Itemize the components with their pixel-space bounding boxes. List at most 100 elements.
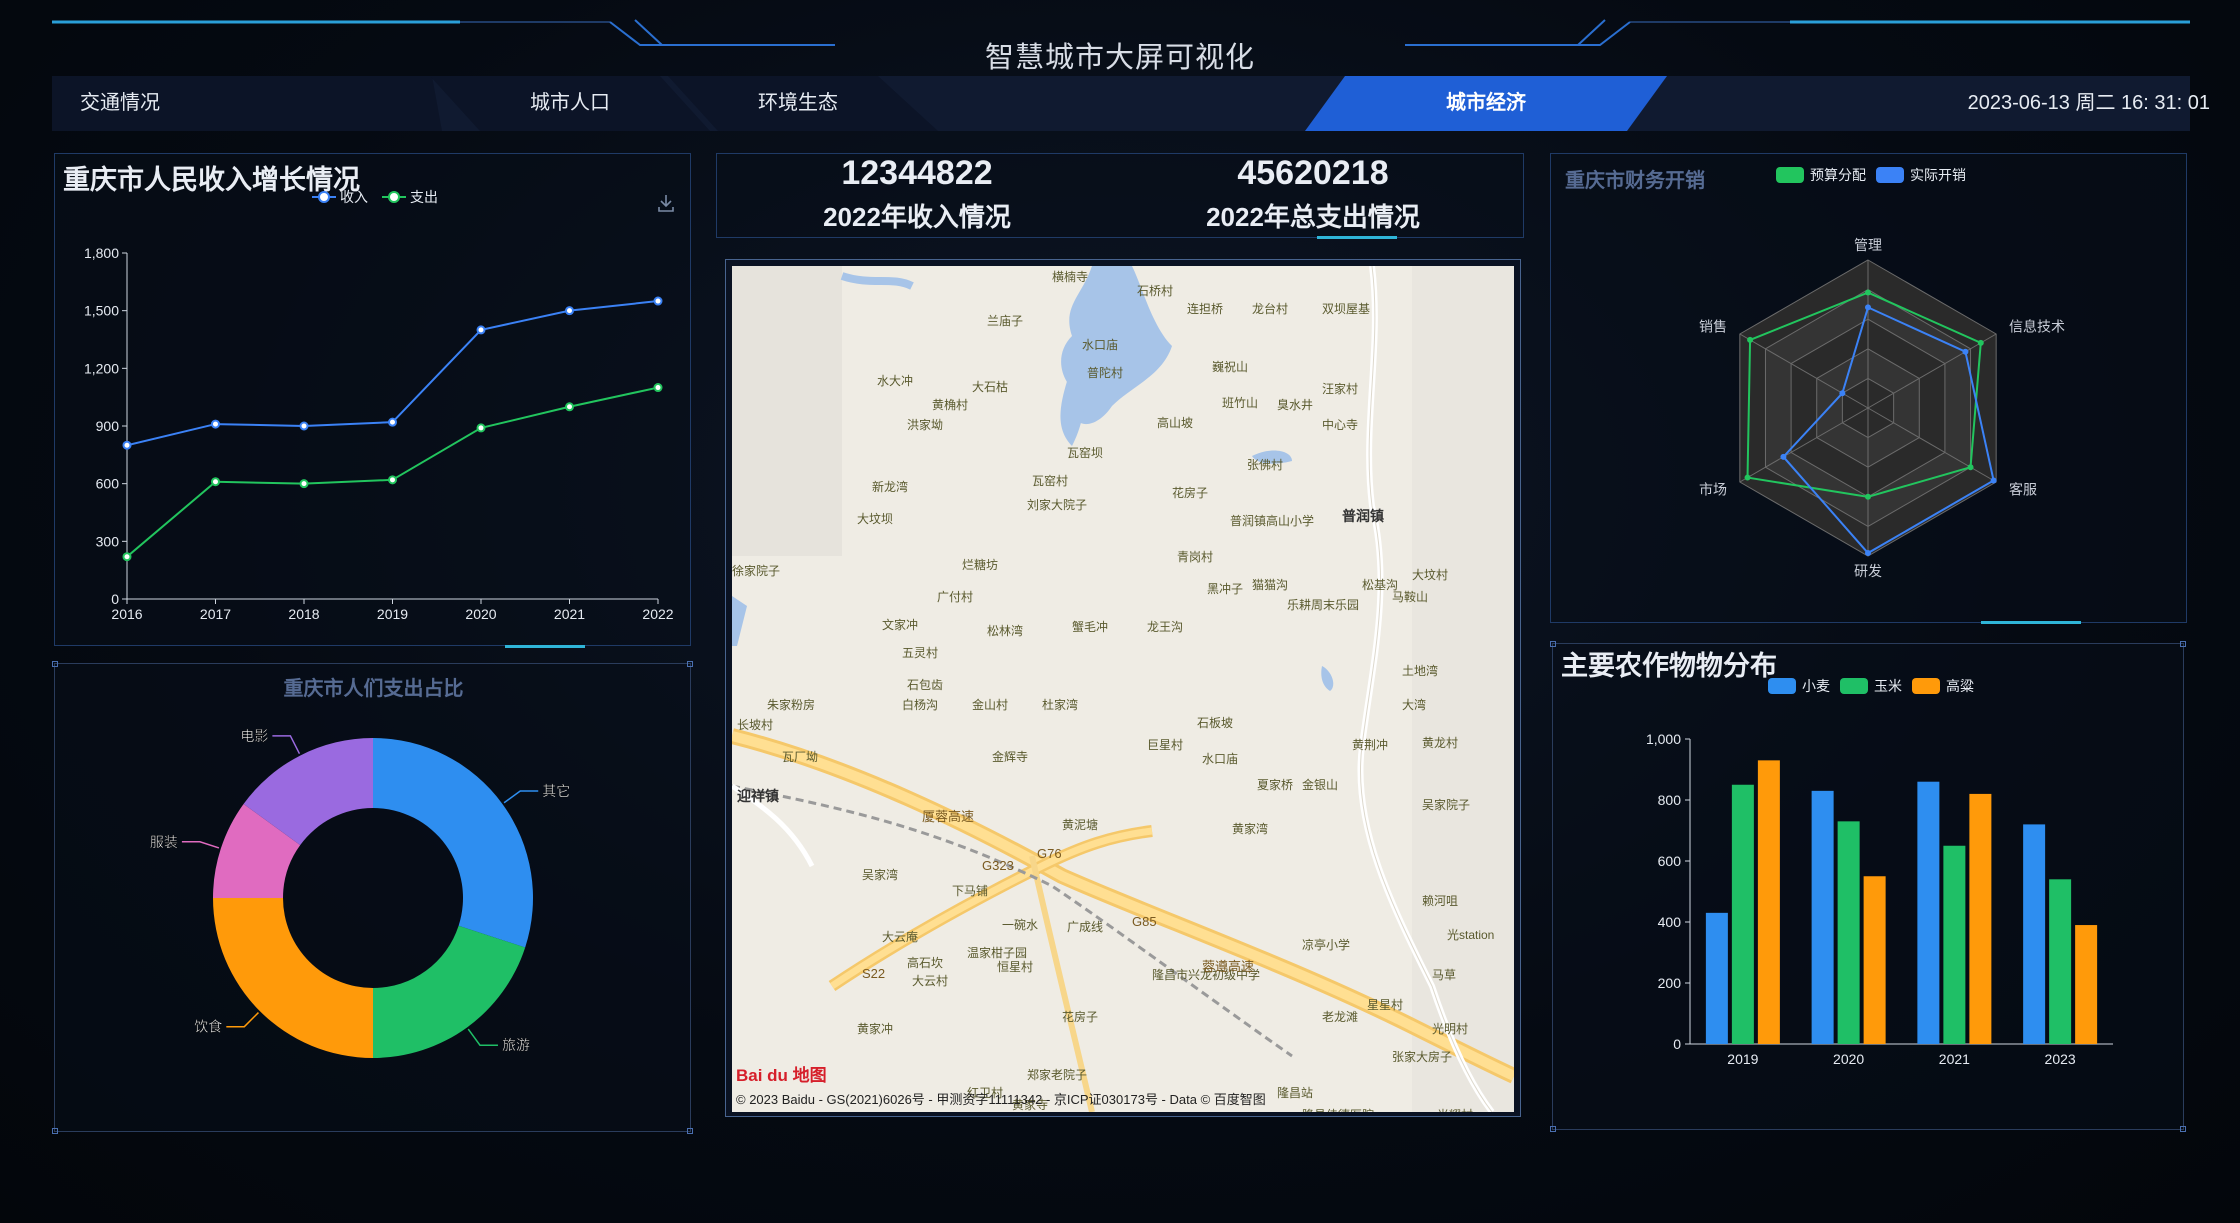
y-tick-label: 300 (96, 533, 120, 549)
crop-chart-panel: 主要农作物物分布 0 200 400 600 800 1,000 2019 2020 2021 2… (1550, 641, 2186, 1132)
map-place-label: 隆昌站 (1277, 1086, 1314, 1100)
map-view[interactable]: 横楠寺 石桥村 连担桥 龙台村 双坝屋基 兰庙子 水口庙 巍祝山 普陀村 水大冲 大石枯 黄桷村 班竹山… (732, 266, 1514, 1112)
map-place-label: 光耀村 (1437, 1106, 1473, 1112)
map-place-label: 大坟村 (1412, 568, 1449, 582)
data-point (299, 421, 309, 431)
map-place-label: 大湾 (1402, 698, 1427, 712)
income-stat: 12344822 2022年收入情况 (717, 154, 1117, 234)
legend-label: 玉米 (1874, 678, 1902, 694)
map-place-label: 中心寺 (1322, 418, 1359, 432)
map-place-label: 凉亭小学 (1302, 938, 1351, 952)
map-place-label: 黄桷村 (932, 398, 969, 412)
tab-economy[interactable]: 城市经济 (1305, 76, 1667, 131)
radar-axis (1867, 407, 1997, 483)
map-copyright: © 2023 Baidu - GS(2021)6026号 - 甲测资字11111… (736, 1092, 1266, 1107)
map-place-label: 石桥村 (1137, 284, 1174, 298)
y-tick-label: 1,000 (1646, 731, 1681, 747)
x-tick-label: 2022 (642, 606, 673, 622)
download-icon[interactable] (655, 192, 677, 214)
x-tick-label: 2021 (1939, 1051, 1970, 1067)
x-tick-label: 2016 (111, 606, 142, 622)
map-place-label: 张家大房子 (1392, 1050, 1453, 1064)
tab-label: 交通情况 (80, 92, 160, 114)
map-place-label: 高山坡 (1157, 416, 1194, 430)
tab-environment[interactable]: 环境生态 (668, 76, 938, 131)
pie-slice (213, 898, 373, 1058)
radar-axis (1739, 333, 1869, 409)
y-tick-label: 1,200 (84, 360, 119, 376)
map-place-label: 石包齿 (907, 678, 944, 692)
map-place-label: 烂糖坊 (962, 558, 999, 572)
crop-chart-title: 主要农作物物分布 (1561, 651, 1777, 681)
map-place-label: 大坟坝 (857, 512, 894, 526)
tab-population[interactable]: 城市人口 (430, 76, 710, 131)
map-place-label: 厦蓉高速 (922, 809, 975, 824)
x-tick-label: 2018 (288, 606, 319, 622)
radar-indicator-label: 研发 (1854, 563, 1882, 579)
pie-slice (373, 925, 526, 1058)
spend-chart-panel: 重庆市人们支出占比 其它 旅游 饮食 服装 电影 (52, 661, 693, 1134)
data-point (476, 325, 486, 335)
map-place-label: 张佛村 (1247, 458, 1284, 472)
map-place-label: 蟹毛冲 (1072, 620, 1109, 634)
map-place-label: G323 (982, 858, 1014, 873)
map-place-label: 连担桥 (1187, 302, 1224, 316)
map-place-label: G76 (1037, 846, 1062, 861)
x-tick-label: 2021 (554, 606, 585, 622)
map-place-label: 猫猫沟 (1252, 578, 1289, 592)
bar (1837, 821, 1860, 1044)
pie-leader-line (181, 841, 220, 849)
income-chart-panel: 重庆市人民收入增长情况 0 300 600 900 1,200 1,500 1,800 201… (54, 153, 691, 648)
bar (2049, 879, 2072, 1044)
map-place-label: 横楠寺 (1052, 270, 1089, 284)
map-place-label: 老龙滩 (1322, 1010, 1359, 1024)
map-place-label: 龙台村 (1252, 302, 1289, 316)
legend-label: 收入 (340, 189, 368, 205)
map-place-label: 花房子 (1172, 486, 1209, 500)
x-tick-label: 2019 (1727, 1051, 1758, 1067)
map-place-label: 乐耕周末乐园 (1287, 598, 1360, 612)
map-place-label: 一碗水 (1002, 918, 1039, 932)
pie-leader-line (503, 790, 539, 804)
stats-panel: 12344822 2022年收入情况 45620218 2022年总支出情况 (716, 153, 1524, 239)
legend-label: 支出 (410, 189, 438, 205)
map-place-label: 黄家湾 (1232, 822, 1269, 836)
x-tick-label: 2019 (377, 606, 408, 622)
map-place-label: 大云村 (912, 974, 949, 988)
spend-chart-title: 重庆市人们支出占比 (283, 678, 464, 700)
map-place-label: 马草 (1432, 968, 1457, 982)
map-place-label: 广付村 (937, 590, 974, 604)
map-place-label: 土地湾 (1402, 664, 1439, 678)
data-point (565, 402, 574, 412)
pie-label: 其它 (542, 783, 570, 799)
finance-chart-title: 重庆市财务开销 (1565, 170, 1705, 192)
tab-label: 环境生态 (758, 92, 838, 114)
radar-point (1865, 550, 1871, 557)
y-tick-label: 600 (1658, 853, 1682, 869)
data-point (653, 296, 663, 306)
pie-label: 电影 (240, 728, 268, 744)
bar (1863, 876, 1886, 1044)
map-place-label: 黄家冲 (857, 1022, 894, 1036)
map-place-label: 星星村 (1367, 998, 1404, 1012)
pie-leader-line (467, 1028, 498, 1046)
map-place-label: 高石坎 (907, 956, 944, 970)
map-place-label: 黄荆冲 (1352, 738, 1389, 752)
y-tick-label: 900 (96, 418, 120, 434)
radar-indicator-label: 客服 (2009, 481, 2037, 497)
map-place-label: 新龙湾 (872, 480, 909, 494)
map-place-label: 大石枯 (972, 380, 1009, 394)
pie-label: 饮食 (194, 1019, 222, 1035)
income-line-chart: 0 300 600 900 1,200 1,500 1,800 2016 2017 2018 201… (84, 189, 674, 622)
legend-label: 预算分配 (1810, 167, 1866, 183)
y-tick-label: 1,800 (84, 245, 119, 261)
tab-traffic[interactable]: 交通情况 (52, 76, 442, 131)
radar-indicator-label: 信息技术 (2009, 319, 2065, 335)
expense-label: 2022年总支出情况 (1206, 202, 1420, 232)
radar-point (1780, 453, 1787, 460)
map-place-label: 金银山 (1302, 778, 1339, 792)
map-place-label: 黄龙村 (1422, 736, 1459, 750)
map-place-label: 徐家院子 (732, 564, 781, 578)
